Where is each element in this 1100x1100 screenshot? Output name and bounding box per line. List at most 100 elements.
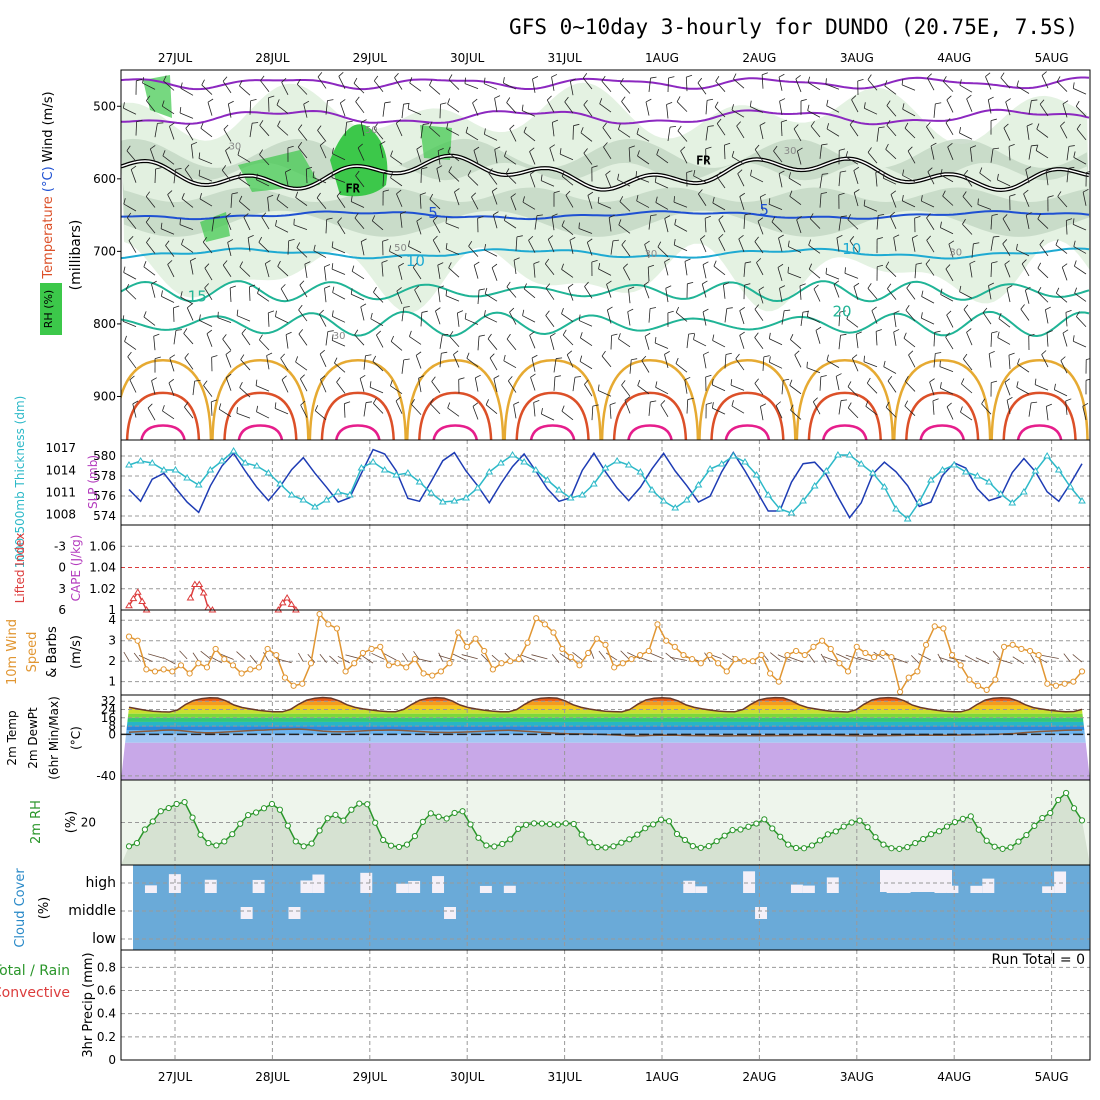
wind-barb-flag: [844, 267, 846, 274]
wind-barb: [151, 380, 156, 395]
wind-barb: [838, 172, 841, 187]
wind-barb: [1021, 263, 1030, 277]
rh-line-point: [229, 831, 236, 838]
thickness-axis-label: 1000-500mb Thickness (dm): [13, 396, 27, 569]
wind-barb: [360, 122, 365, 137]
wind-barb-flag: [561, 170, 565, 177]
wind-barb: [285, 334, 289, 349]
wind-barb-flag: [312, 171, 315, 178]
wind-barb: [447, 152, 460, 162]
wind-barb-flag: [1075, 100, 1080, 107]
wind-barb: [584, 384, 593, 397]
wind-barb-flag: [252, 122, 259, 124]
thickness-line-point: [764, 491, 773, 498]
wind-barb-flag: [887, 283, 892, 289]
wind-barb: [871, 310, 878, 324]
wind-speed-line-point: [741, 658, 748, 665]
wind-barb-flag: [316, 192, 321, 199]
rh-moist-core: [238, 150, 320, 192]
wind-barb-flag: [1003, 123, 1009, 129]
wind-barb: [702, 311, 707, 326]
wind-barb: [202, 241, 213, 254]
wind-barb-flag: [754, 304, 760, 310]
temp-tick-label: 0: [108, 727, 116, 741]
wind-barb: [531, 357, 536, 372]
wind-barb-flag: [198, 169, 201, 176]
wind-speed-line-point: [593, 635, 600, 642]
wind-barb-flag: [351, 265, 355, 272]
wind-barb-flag: [619, 196, 624, 202]
wind-barb-flag: [168, 378, 174, 384]
wind-barb: [908, 354, 916, 368]
wind-barb: [826, 360, 840, 368]
wind-speed-line-point: [368, 645, 375, 653]
wind-speed-line-point: [403, 664, 410, 671]
rh-line-point: [419, 818, 426, 825]
wind-barb-flag: [1008, 352, 1015, 356]
wind-barb-flag: [784, 309, 791, 312]
wind-barb-flag: [779, 98, 786, 102]
wind-barb-flag: [258, 236, 263, 243]
wind-barb: [382, 172, 385, 187]
wind-speed-line-point: [507, 658, 514, 665]
lifted-index-line-point: [287, 600, 296, 607]
wind-barb-flag: [475, 374, 481, 379]
wind-barb: [961, 383, 973, 394]
wind-barb: [169, 357, 175, 372]
wind-barb-flag: [1041, 350, 1047, 355]
wind-barb: [484, 293, 498, 302]
wind-speed-line-point: [169, 668, 176, 675]
rh-line-point: [221, 838, 228, 845]
wind-barb-flag: [299, 280, 305, 286]
wind-barb: [143, 316, 156, 326]
thickness-line-point: [799, 497, 807, 504]
wind-barb-flag: [285, 169, 291, 173]
wind-barb-flag: [350, 195, 353, 202]
wind-barb: [875, 331, 878, 346]
wind-speed-line-point: [541, 621, 548, 628]
wind-barb: [217, 317, 232, 323]
wind-barb-flag: [960, 406, 963, 413]
wind-barb-flag: [635, 171, 638, 178]
wind-barb: [401, 104, 404, 119]
wind-barb: [1073, 157, 1087, 165]
wind-barb-flag: [464, 312, 467, 319]
wind-barb-flag: [373, 397, 377, 404]
wind-barb: [325, 100, 328, 115]
wind-barb: [185, 128, 194, 141]
rh-line-point: [435, 813, 442, 820]
wind-barb-flag: [815, 326, 822, 331]
rh-line-point: [554, 821, 561, 828]
wind-barb-flag: [211, 399, 218, 403]
temp-axis-label-part: 2m DewPt: [26, 707, 40, 769]
wind-speed-line-point: [247, 666, 254, 673]
wind-speed-line-point: [767, 670, 774, 677]
thickness-line-point: [589, 480, 598, 487]
wind-barb: [129, 379, 137, 393]
rh-line-point: [594, 844, 601, 851]
wind-barb: [806, 367, 821, 374]
wind-barb: [693, 339, 707, 347]
wind-barb: [394, 77, 403, 90]
wind-barb-flag: [893, 234, 900, 238]
thickness-line-point: [938, 466, 947, 473]
date-label-top: 29JUL: [353, 51, 388, 65]
surface-wind-barb: [480, 654, 490, 663]
wind-barb: [680, 150, 688, 164]
wind-barb-flag: [344, 401, 351, 405]
wind-barb-flag: [381, 260, 388, 263]
wind-barb-flag: [1041, 71, 1047, 76]
wind-barb: [382, 102, 386, 117]
wind-barb: [300, 404, 308, 418]
wind-barb-flag: [847, 381, 852, 387]
warm-isotherm: [503, 358, 602, 440]
wind-barb-flag: [882, 172, 885, 179]
wind-barb: [373, 80, 384, 93]
wind-barb-flag: [357, 143, 363, 149]
cloud-axis-label-part: Cloud Cover: [13, 868, 28, 948]
wind-barb: [472, 102, 479, 116]
wind-barb-flag: [260, 75, 265, 81]
cloud-high-gap: [743, 871, 756, 893]
wind-barb-flag: [528, 235, 534, 241]
chart-title: GFS 0~10day 3-hourly for DUNDO (20.75E, …: [509, 15, 1078, 39]
